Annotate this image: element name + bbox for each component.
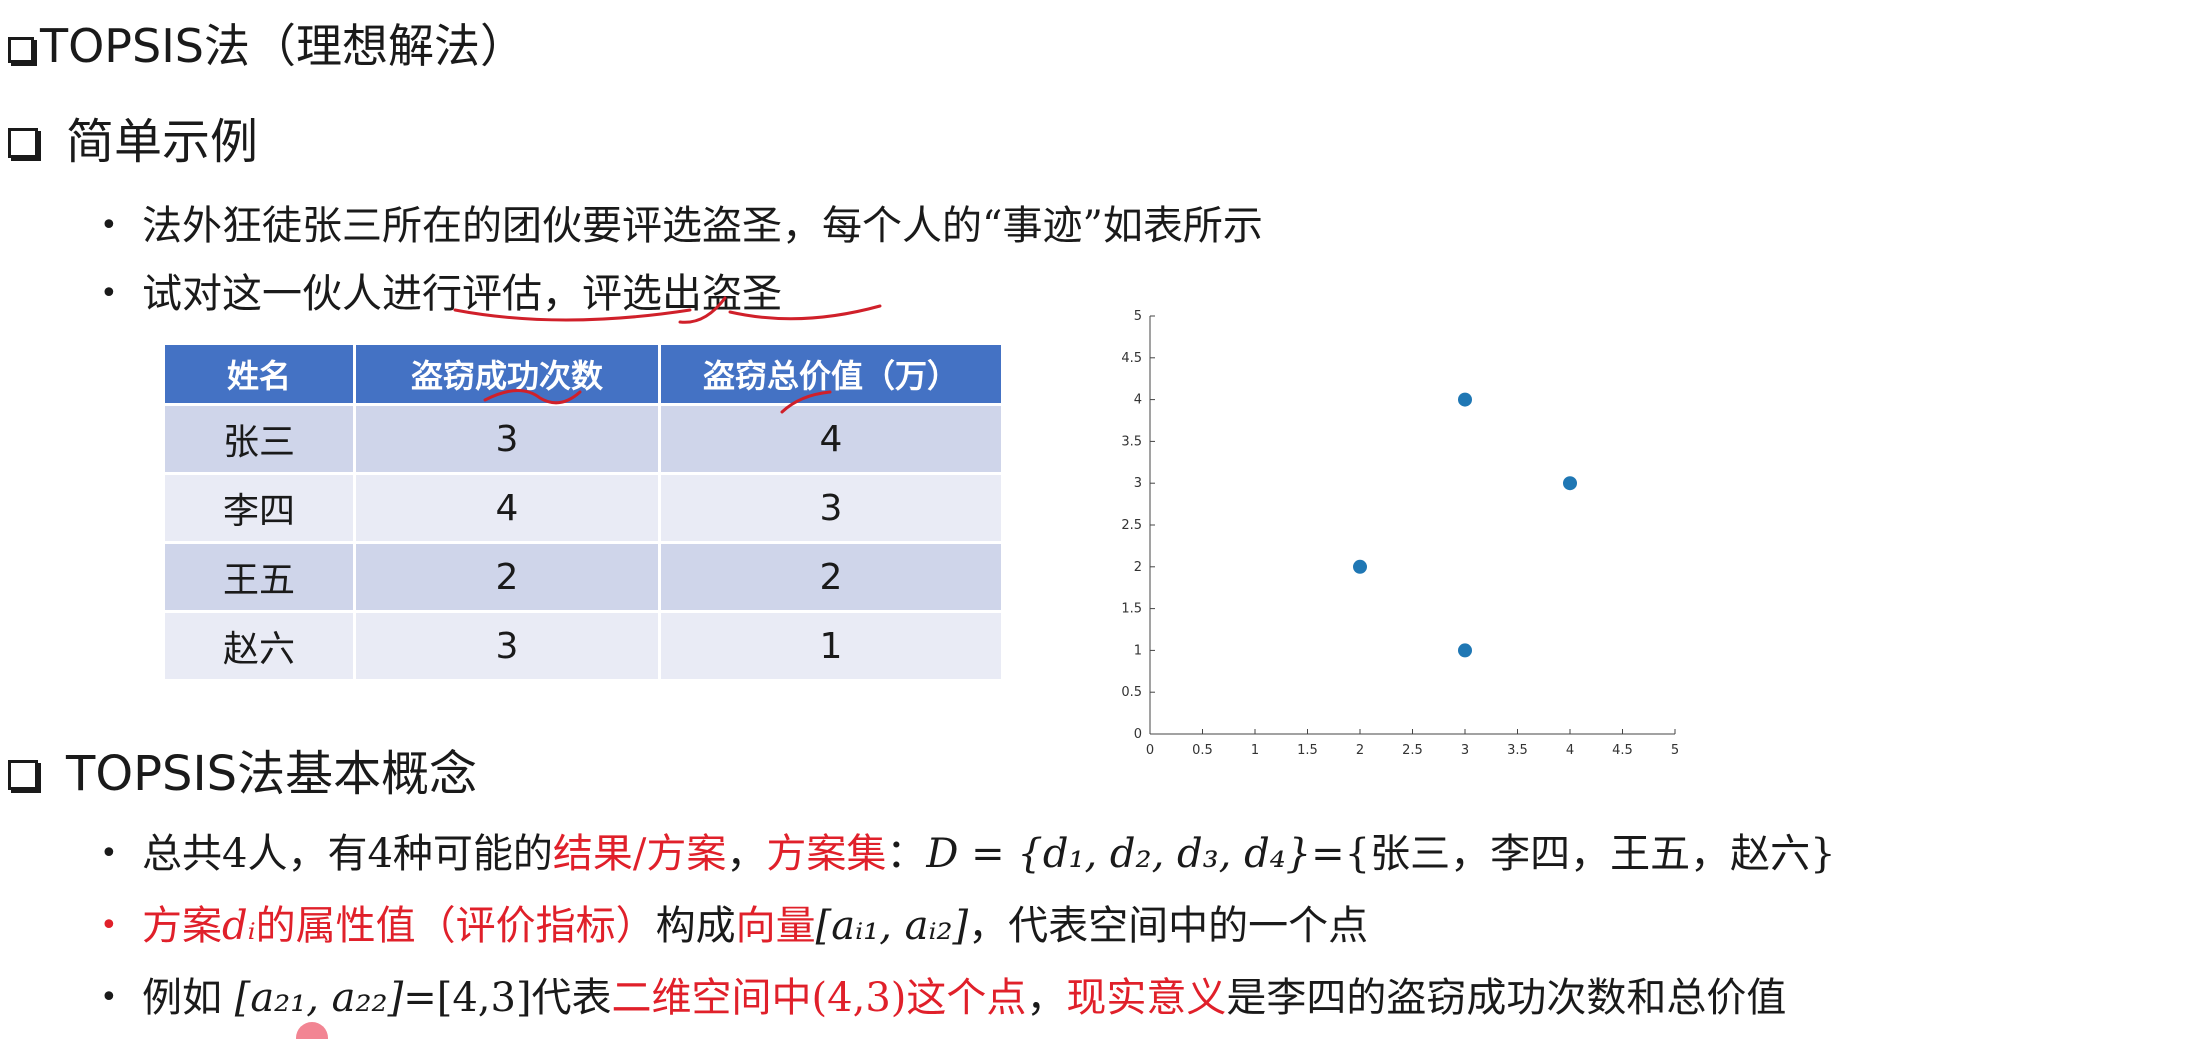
table-cell: 李四 bbox=[165, 472, 356, 543]
x-tick-label: 2 bbox=[1356, 743, 1364, 758]
section-heading-text: TOPSIS法基本概念 bbox=[66, 746, 478, 802]
table-cell: 1 bbox=[659, 610, 1001, 679]
bullet-text: ， bbox=[726, 831, 767, 877]
table-row: 李四 4 3 bbox=[165, 472, 1001, 543]
x-tick-label: 4 bbox=[1566, 743, 1574, 758]
bullet-item: • 试对这一伙人进行评估，评选出盗圣 bbox=[100, 266, 782, 322]
y-tick-label: 3.5 bbox=[1121, 434, 1142, 449]
checkbox-bullet-icon bbox=[8, 128, 38, 158]
data-table: 姓名 盗窃成功次数 盗窃总价值（万） 张三 3 4 李四 4 3 王五 2 2 … bbox=[165, 345, 1001, 679]
table-header-row: 姓名 盗窃成功次数 盗窃总价值（万） bbox=[165, 345, 1001, 405]
checkbox-bullet-icon bbox=[8, 760, 38, 790]
bullet-text: ： bbox=[886, 831, 927, 877]
bullet-dot-icon: • bbox=[100, 836, 118, 871]
table-cell: 王五 bbox=[165, 541, 356, 612]
x-tick-label: 0.5 bbox=[1192, 743, 1213, 758]
math-expression: [aᵢ₁, aᵢ₂] bbox=[815, 903, 969, 949]
bullet-text: 构成 bbox=[655, 903, 736, 949]
y-tick-label: 2.5 bbox=[1121, 518, 1142, 533]
bullet-text: 法外狂徒张三所在的团伙要评选盗圣，每个人的“事迹”如表所示 bbox=[142, 203, 1263, 249]
bullet-text: ，代表空间中的一个点 bbox=[968, 903, 1369, 949]
x-tick-label: 3.5 bbox=[1507, 743, 1528, 758]
table-cell: 2 bbox=[354, 541, 661, 612]
highlight-text: 结果/方案 bbox=[552, 831, 727, 877]
x-tick-label: 5 bbox=[1671, 743, 1679, 758]
table-cell: 赵六 bbox=[165, 610, 356, 679]
highlight-text: 二维空间中(4,3)这个点 bbox=[611, 975, 1027, 1021]
highlight-text: 方案 bbox=[142, 903, 222, 949]
math-expression: [a₂₁, a₂₂] bbox=[234, 975, 404, 1021]
bullet-item: • 方案dᵢ的属性值（评价指标）构成向量[aᵢ₁, aᵢ₂]，代表空间中的一个点 bbox=[100, 898, 1368, 954]
table-cell: 3 bbox=[659, 472, 1001, 543]
slide-title: TOPSIS法（理想解法） bbox=[8, 16, 526, 76]
scatter-chart: 0 0.5 1 1.5 2 2.5 3 3.5 4 4.5 5 0 0.5 1 1.5 2 2.5 3 3.5 4 4.… bbox=[1121, 309, 1679, 758]
bullet-item: • 法外狂徒张三所在的团伙要评选盗圣，每个人的“事迹”如表所示 bbox=[100, 198, 1263, 254]
y-tick-label: 4 bbox=[1134, 393, 1142, 408]
section-heading-text: 简单示例 bbox=[66, 114, 259, 170]
bullet-text: 总共4人，有4种可能的 bbox=[142, 831, 553, 877]
table-cell: 4 bbox=[659, 403, 1001, 474]
bullet-text: 试对这一伙人进行评估，评选出盗圣 bbox=[142, 271, 782, 317]
math-expression: dᵢ bbox=[222, 903, 256, 949]
section-heading-concepts: TOPSIS法基本概念 bbox=[8, 742, 477, 806]
x-tick-label: 0 bbox=[1146, 743, 1154, 758]
x-tick-label: 1 bbox=[1251, 743, 1259, 758]
y-tick-label: 3 bbox=[1134, 476, 1142, 491]
table-header-cell: 姓名 bbox=[165, 345, 356, 405]
table-row: 张三 3 4 bbox=[165, 403, 1001, 474]
bullet-text: =[4,3]代表 bbox=[403, 975, 612, 1021]
highlight-text: 的属性值（评价指标） bbox=[255, 903, 656, 949]
bullet-dot-icon: • bbox=[100, 208, 118, 243]
scatter-point bbox=[1458, 643, 1472, 658]
y-tick-label: 0.5 bbox=[1121, 685, 1142, 700]
math-expression: D = {d₁, d₂, d₃, d₄} bbox=[926, 831, 1312, 877]
bullet-item: • 例如 [a₂₁, a₂₂]=[4,3]代表二维空间中(4,3)这个点，现实意义… bbox=[100, 970, 1786, 1026]
y-tick-label: 0 bbox=[1134, 727, 1142, 742]
y-tick-label: 1.5 bbox=[1121, 602, 1142, 617]
scatter-point bbox=[1353, 559, 1367, 574]
bullet-dot-icon: • bbox=[100, 908, 118, 943]
x-tick-label: 3 bbox=[1461, 743, 1469, 758]
highlight-text: 现实意义 bbox=[1066, 975, 1227, 1021]
table-row: 王五 2 2 bbox=[165, 541, 1001, 612]
table-row: 赵六 3 1 bbox=[165, 610, 1001, 679]
scatter-point bbox=[1563, 476, 1577, 491]
table-cell: 2 bbox=[659, 541, 1001, 612]
x-tick-label: 4.5 bbox=[1612, 743, 1633, 758]
slide-title-text: TOPSIS法（理想解法） bbox=[40, 19, 527, 73]
table-cell: 3 bbox=[354, 610, 661, 679]
x-tick-label: 1.5 bbox=[1297, 743, 1318, 758]
bullet-item: • 总共4人，有4种可能的结果/方案，方案集：D = {d₁, d₂, d₃, d… bbox=[100, 826, 1836, 882]
bullet-text: 例如 bbox=[142, 975, 235, 1021]
y-tick-label: 2 bbox=[1134, 560, 1142, 575]
table-cell: 4 bbox=[354, 472, 661, 543]
table-cell: 3 bbox=[354, 403, 661, 474]
highlight-text: 方案集 bbox=[766, 831, 887, 877]
bullet-text: ， bbox=[1026, 975, 1067, 1021]
bullet-text: 是李四的盗窃成功次数和总价值 bbox=[1226, 975, 1787, 1021]
y-tick-label: 5 bbox=[1134, 309, 1142, 324]
table-cell: 张三 bbox=[165, 403, 356, 474]
table-header-cell: 盗窃成功次数 bbox=[354, 345, 661, 405]
y-tick-label: 4.5 bbox=[1121, 351, 1142, 366]
y-tick-label: 1 bbox=[1134, 643, 1142, 658]
bullet-text: ={张三，李四，王五，赵六} bbox=[1311, 831, 1836, 877]
table-header-cell: 盗窃总价值（万） bbox=[659, 345, 1001, 405]
bullet-dot-icon: • bbox=[100, 276, 118, 311]
bullet-dot-icon: • bbox=[100, 980, 118, 1015]
highlight-text: 向量 bbox=[735, 903, 816, 949]
x-tick-label: 2.5 bbox=[1402, 743, 1423, 758]
scatter-point bbox=[1458, 392, 1472, 407]
checkbox-bullet-icon bbox=[8, 37, 34, 63]
section-heading-example: 简单示例 bbox=[8, 110, 258, 174]
